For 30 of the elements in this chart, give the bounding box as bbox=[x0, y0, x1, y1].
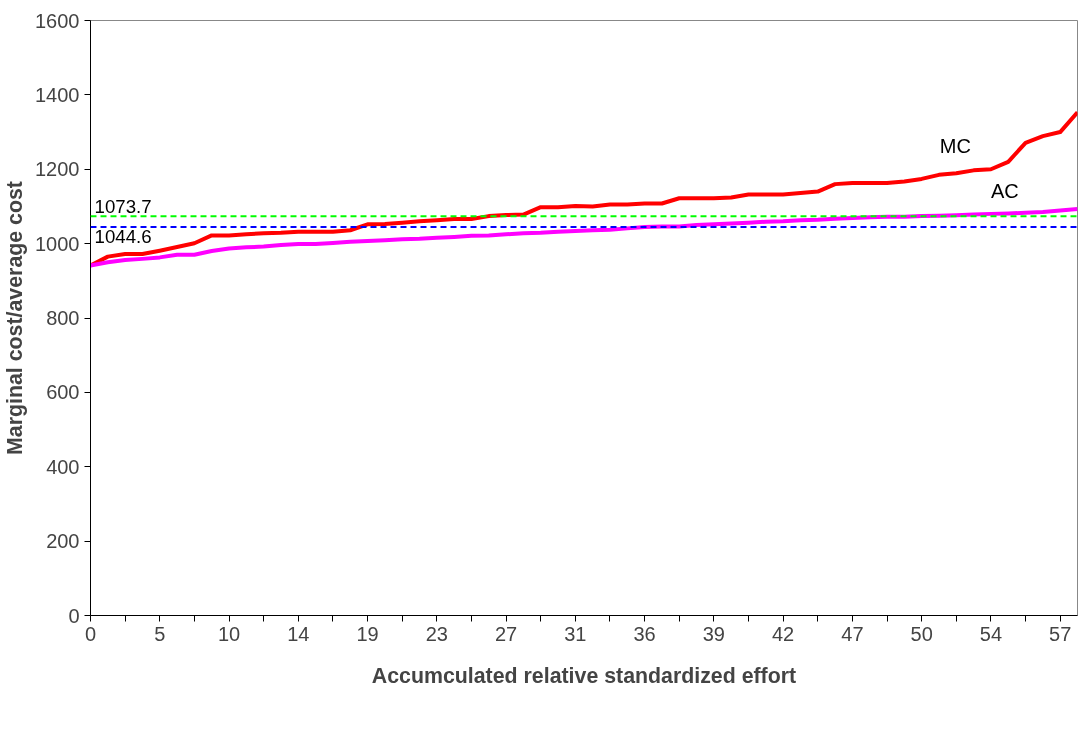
y-tick-label: 1200 bbox=[35, 158, 80, 181]
x-tick-label: 57 bbox=[1049, 622, 1072, 645]
x-tick-label: 39 bbox=[702, 622, 725, 645]
ref-line-label: 1073.7 bbox=[94, 196, 152, 218]
x-tick-label: 42 bbox=[772, 622, 795, 645]
x-tick-label: 31 bbox=[564, 622, 587, 645]
y-tick-label: 1000 bbox=[35, 232, 80, 255]
x-tick-label: 47 bbox=[841, 622, 864, 645]
y-tick-label: 1600 bbox=[35, 9, 80, 32]
y-tick-label: 400 bbox=[46, 455, 80, 478]
x-tick-label: 14 bbox=[287, 622, 310, 645]
y-tick-label: 1400 bbox=[35, 83, 80, 106]
x-tick-label: 10 bbox=[217, 622, 241, 645]
x-tick-label: 50 bbox=[910, 622, 933, 645]
x-tick-label: 23 bbox=[425, 622, 448, 645]
series-label: MC bbox=[939, 135, 971, 158]
series-label: AC bbox=[990, 179, 1019, 202]
x-tick-label: 0 bbox=[84, 622, 97, 645]
y-axis-title: Marginal cost/average cost bbox=[3, 181, 28, 455]
ref-line-label: 1044.6 bbox=[94, 226, 152, 248]
x-tick-label: 19 bbox=[356, 622, 379, 645]
x-axis-title: Accumculated relative standardized effort bbox=[371, 663, 797, 688]
x-tick-label: 36 bbox=[633, 622, 656, 645]
x-tick-label: 27 bbox=[494, 622, 518, 645]
y-tick-label: 200 bbox=[46, 530, 80, 553]
y-tick-label: 800 bbox=[46, 307, 80, 329]
y-tick-label: 600 bbox=[46, 381, 80, 404]
y-tick-label: 0 bbox=[68, 604, 80, 627]
x-tick-label: 5 bbox=[154, 622, 166, 645]
x-tick-label: 54 bbox=[979, 622, 1003, 645]
